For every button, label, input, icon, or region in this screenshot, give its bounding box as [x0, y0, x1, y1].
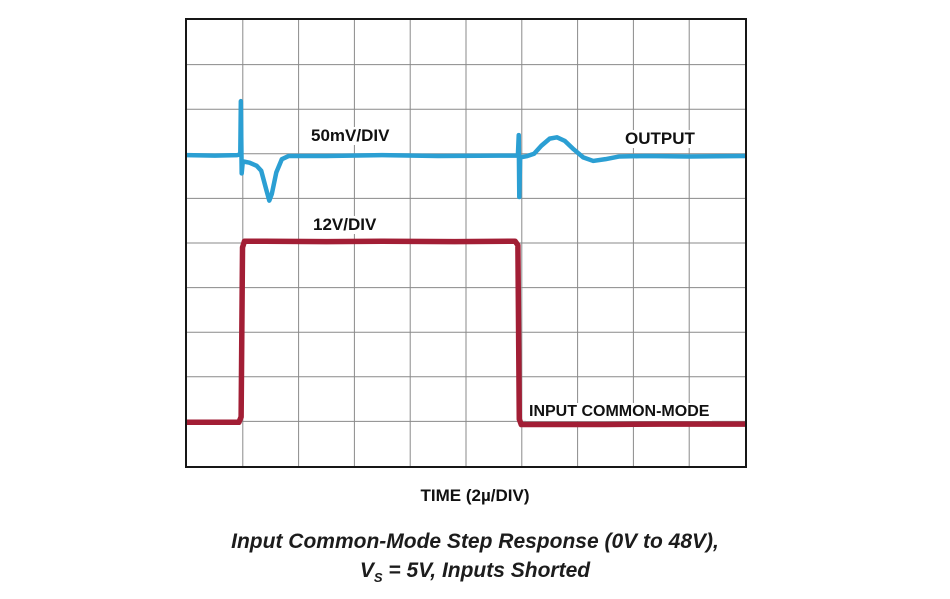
- scope-graticule-and-traces: [187, 20, 745, 466]
- x-axis-label: TIME (2µ/DIV): [420, 486, 530, 505]
- output-trace-label: OUTPUT: [622, 130, 698, 148]
- caption-line-1: Input Common-Mode Step Response (0V to 4…: [231, 530, 719, 553]
- caption-vs-subscript: S: [373, 570, 383, 586]
- figure-caption: Input Common-Mode Step Response (0V to 4…: [0, 527, 950, 585]
- output-trace: [187, 101, 745, 200]
- output-scale-label: 50mV/DIV: [308, 127, 393, 145]
- caption-line-2-rest: = 5V, Inputs Shorted: [382, 559, 591, 582]
- caption-line-2: VS = 5V, Inputs Shorted: [0, 556, 950, 585]
- input-scale-label: 12V/DIV: [310, 216, 380, 234]
- input-trace-label: INPUT COMMON-MODE: [526, 403, 713, 421]
- oscilloscope-plot: 50mV/DIV OUTPUT 12V/DIV INPUT COMMON-MOD…: [185, 18, 747, 468]
- input-common-mode-trace: [187, 241, 745, 424]
- caption-vs-symbol: V: [359, 559, 374, 582]
